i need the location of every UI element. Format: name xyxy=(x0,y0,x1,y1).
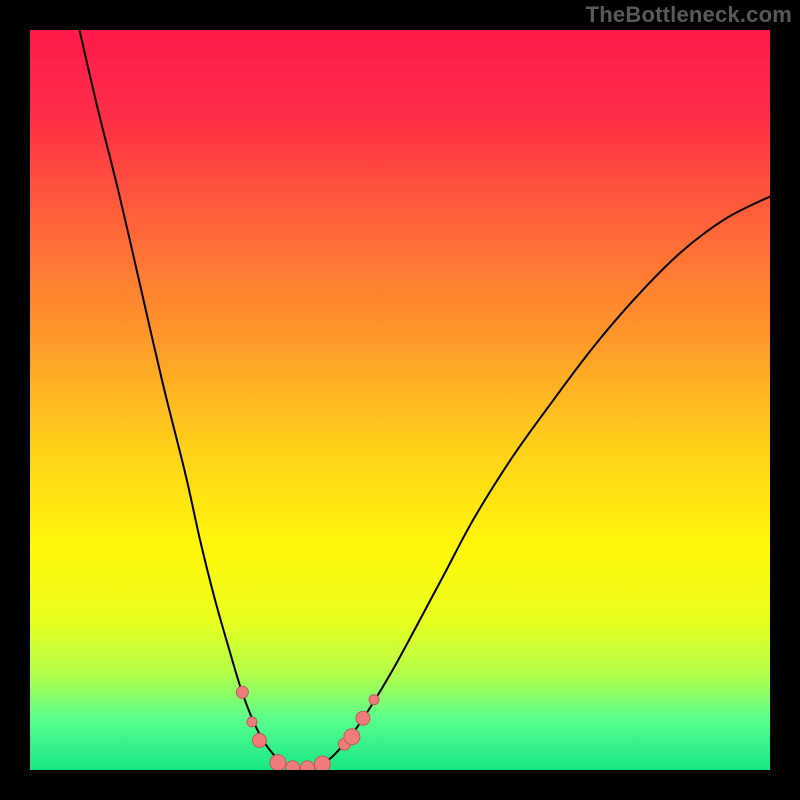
curve-marker xyxy=(247,717,257,727)
curve-marker xyxy=(314,756,330,772)
bottleneck-chart xyxy=(0,0,800,800)
chart-stage: TheBottleneck.com xyxy=(0,0,800,800)
curve-marker xyxy=(344,729,360,745)
curve-marker xyxy=(252,733,266,747)
curve-marker xyxy=(369,695,379,705)
curve-marker xyxy=(270,755,286,771)
curve-marker xyxy=(236,686,248,698)
chart-background xyxy=(30,30,770,770)
curve-marker xyxy=(356,711,370,725)
